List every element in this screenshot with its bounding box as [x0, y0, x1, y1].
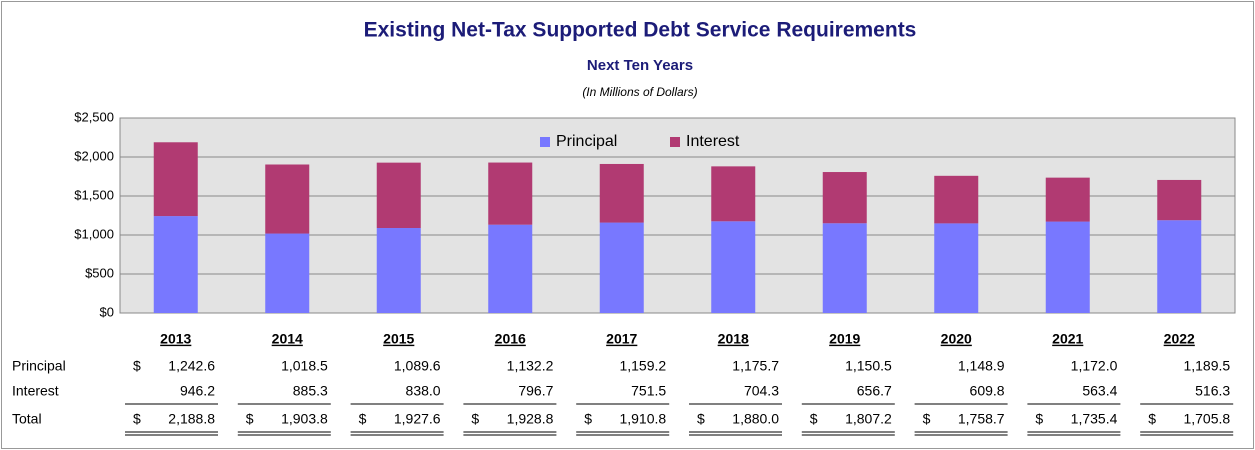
bar-segment	[1045, 221, 1090, 313]
bar-segment	[934, 223, 979, 313]
x-tick-label: 2017	[606, 331, 637, 347]
currency-symbol: $	[359, 411, 367, 427]
bar-segment	[822, 223, 867, 313]
y-tick-label: $1,000	[74, 226, 114, 241]
table-value: 1,758.7	[958, 411, 1005, 427]
x-tick-label: 2014	[272, 331, 303, 347]
legend-label: Interest	[686, 133, 740, 150]
bar-segment	[488, 162, 533, 225]
legend-label: Principal	[556, 133, 617, 150]
table-value: 516.3	[1195, 383, 1230, 399]
table-value: 1,172.0	[1071, 358, 1118, 374]
table-value: 1,927.6	[394, 411, 441, 427]
table-value: 1,880.0	[732, 411, 779, 427]
currency-symbol: $	[133, 358, 141, 374]
x-tick-label: 2013	[160, 331, 191, 347]
bar-segment	[599, 163, 644, 223]
bar-segment	[822, 172, 867, 224]
y-tick-label: $2,500	[74, 109, 114, 124]
table-value: 1,242.6	[168, 358, 215, 374]
table-value: 1,089.6	[394, 358, 441, 374]
bar-segment	[153, 216, 198, 313]
currency-symbol: $	[810, 411, 818, 427]
table-value: 609.8	[970, 383, 1005, 399]
bar-segment	[711, 166, 756, 222]
bar-segment	[1157, 179, 1202, 221]
table-value: 796.7	[518, 383, 553, 399]
bar-segment	[711, 221, 756, 313]
table-value: 704.3	[744, 383, 779, 399]
table-value: 838.0	[406, 383, 441, 399]
table-value: 1,910.8	[619, 411, 666, 427]
x-tick-label: 2018	[718, 331, 749, 347]
x-tick-label: 2019	[829, 331, 860, 347]
bar-segment	[376, 228, 421, 313]
table-value: 1,807.2	[845, 411, 892, 427]
y-tick-label: $1,500	[74, 187, 114, 202]
chart-subtitle: Next Ten Years	[587, 57, 693, 74]
chart-title: Existing Net-Tax Supported Debt Service …	[364, 19, 917, 42]
x-tick-label: 2021	[1052, 331, 1083, 347]
table-value: 1,159.2	[619, 358, 666, 374]
y-tick-label: $0	[100, 304, 114, 319]
table-value: 1,148.9	[958, 358, 1005, 374]
table-value: 1,903.8	[281, 411, 328, 427]
table-value: 1,175.7	[732, 358, 779, 374]
bar-segment	[1045, 177, 1090, 222]
legend-swatch	[540, 137, 550, 147]
currency-symbol: $	[133, 411, 141, 427]
bar-segment	[265, 164, 310, 234]
bar-segment	[599, 222, 644, 313]
table-value: 1,018.5	[281, 358, 328, 374]
table-value: 1,132.2	[507, 358, 554, 374]
table-value: 1,150.5	[845, 358, 892, 374]
x-tick-label: 2022	[1164, 331, 1195, 347]
table-value: 1,705.8	[1183, 411, 1230, 427]
y-tick-label: $2,000	[74, 148, 114, 163]
x-tick-label: 2020	[941, 331, 972, 347]
bar-segment	[376, 162, 421, 229]
currency-symbol: $	[584, 411, 592, 427]
currency-symbol: $	[1035, 411, 1043, 427]
table-value: 563.4	[1082, 383, 1117, 399]
row-label: Interest	[12, 383, 59, 399]
row-label: Principal	[12, 358, 66, 374]
bar-segment	[153, 142, 198, 217]
bar-segment	[934, 175, 979, 224]
table-value: 1,735.4	[1071, 411, 1118, 427]
bar-segment	[488, 224, 533, 313]
chart-note: (In Millions of Dollars)	[582, 85, 697, 99]
bar-segment	[265, 233, 310, 313]
currency-symbol: $	[471, 411, 479, 427]
bar-segment	[1157, 220, 1202, 313]
y-tick-label: $500	[85, 265, 114, 280]
currency-symbol: $	[923, 411, 931, 427]
table-value: 1,928.8	[507, 411, 554, 427]
table-value: 656.7	[857, 383, 892, 399]
legend-swatch	[670, 137, 680, 147]
row-label: Total	[12, 411, 42, 427]
currency-symbol: $	[697, 411, 705, 427]
x-tick-label: 2015	[383, 331, 414, 347]
x-tick-label: 2016	[495, 331, 526, 347]
table-value: 2,188.8	[168, 411, 215, 427]
table-value: 885.3	[293, 383, 328, 399]
table-value: 946.2	[180, 383, 215, 399]
table-value: 1,189.5	[1183, 358, 1230, 374]
table-value: 751.5	[631, 383, 666, 399]
currency-symbol: $	[1148, 411, 1156, 427]
currency-symbol: $	[246, 411, 254, 427]
